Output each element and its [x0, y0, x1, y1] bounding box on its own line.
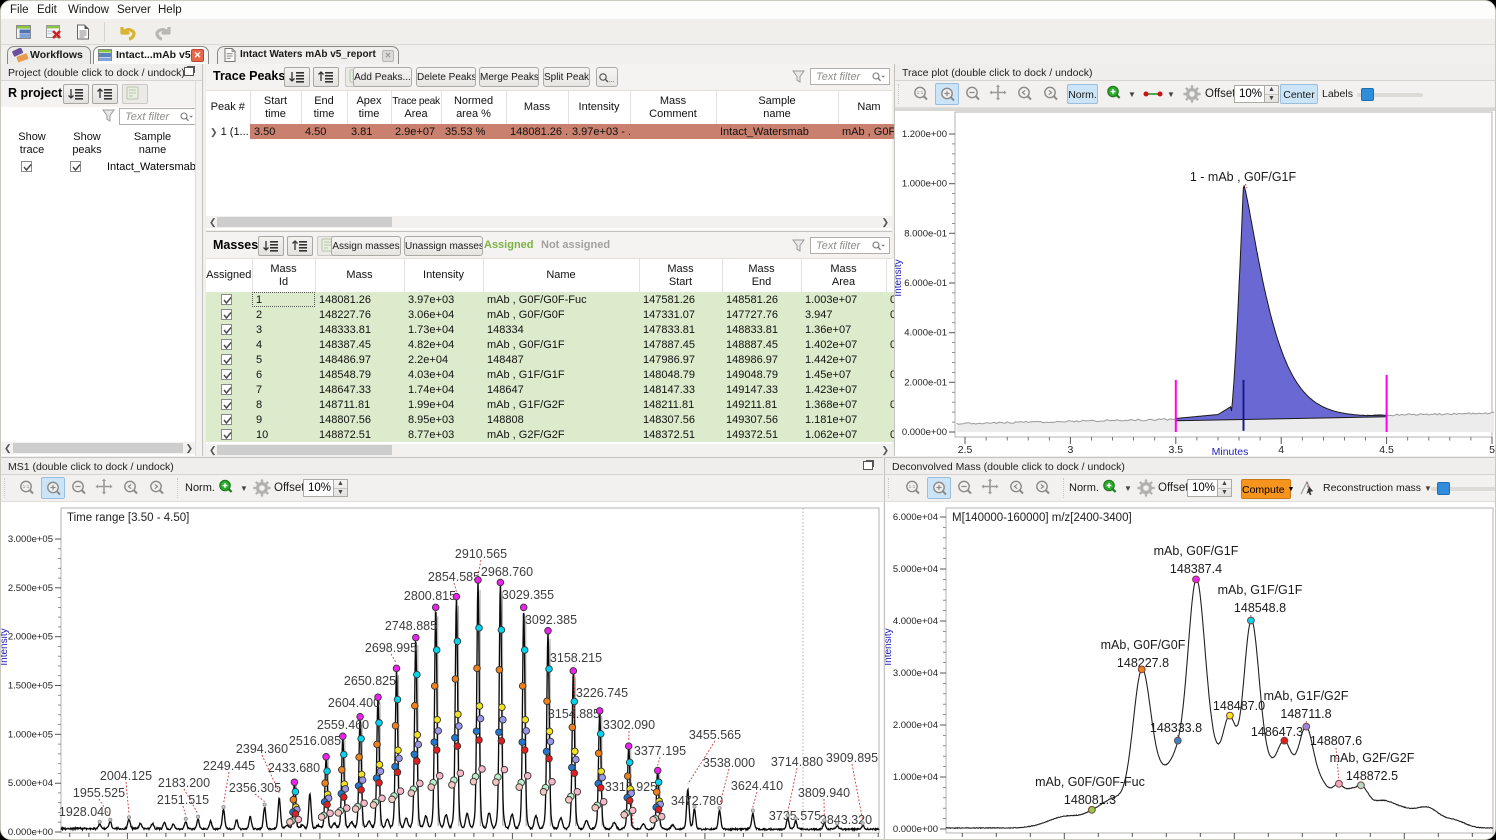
svg-text:2800.815: 2800.815 — [404, 589, 456, 603]
svg-text:2004.125: 2004.125 — [100, 769, 152, 783]
svg-text:5.000e+04: 5.000e+04 — [8, 778, 53, 789]
svg-text:3.000e+04: 3.000e+04 — [893, 668, 938, 679]
svg-text:M[140000-160000] m/z[2400-3400: M[140000-160000] m/z[2400-3400] — [952, 512, 1132, 524]
svg-text:1.000e+04: 1.000e+04 — [893, 772, 938, 783]
svg-text:148872.5: 148872.5 — [1346, 769, 1398, 783]
svg-text:3843.320: 3843.320 — [820, 813, 872, 827]
svg-text:148487.0: 148487.0 — [1213, 699, 1265, 713]
svg-text:148387.4: 148387.4 — [1170, 562, 1222, 576]
svg-text:3714.880: 3714.880 — [771, 755, 823, 769]
svg-text:2.5: 2.5 — [958, 444, 973, 456]
svg-text:148333.8: 148333.8 — [1150, 721, 1202, 735]
svg-text:mAb, G0F/G0F-Fuc: mAb, G0F/G0F-Fuc — [1035, 775, 1145, 789]
svg-text:4: 4 — [1278, 444, 1284, 456]
svg-text:2910.565: 2910.565 — [455, 547, 507, 561]
svg-text:1.500e+05: 1.500e+05 — [8, 681, 53, 692]
svg-text:2854.585: 2854.585 — [428, 570, 480, 584]
svg-text:2.000e+04: 2.000e+04 — [893, 720, 938, 731]
svg-text:mAb, G0F/G0F: mAb, G0F/G0F — [1101, 638, 1186, 652]
svg-text:2.000e+05: 2.000e+05 — [8, 632, 53, 643]
svg-text:3029.355: 3029.355 — [502, 588, 554, 602]
svg-text:1:1: 1:1 — [917, 90, 924, 96]
svg-text:6.000e-01: 6.000e-01 — [904, 278, 947, 289]
svg-text:3092.385: 3092.385 — [525, 613, 577, 627]
svg-text:2249.445: 2249.445 — [203, 759, 255, 773]
svg-text:4.000e-01: 4.000e-01 — [904, 328, 947, 339]
svg-text:1.000e+05: 1.000e+05 — [8, 729, 53, 740]
svg-text:148548.8: 148548.8 — [1234, 601, 1286, 615]
svg-text:1928.040: 1928.040 — [59, 805, 111, 819]
svg-text:6.000e+04: 6.000e+04 — [893, 512, 938, 523]
svg-text:mAb, G0F/G1F: mAb, G0F/G1F — [1154, 544, 1239, 558]
svg-text:2.000e-01: 2.000e-01 — [904, 377, 947, 388]
svg-text:2968.760: 2968.760 — [481, 565, 533, 579]
svg-text:Time range [3.50 - 4.50]: Time range [3.50 - 4.50] — [67, 512, 189, 524]
svg-text:2604.400: 2604.400 — [328, 696, 380, 710]
svg-text:4.000e+04: 4.000e+04 — [893, 616, 938, 627]
svg-text:1 - mAb , G0F/G1F: 1 - mAb , G0F/G1F — [1190, 170, 1297, 184]
svg-text:Intensity: Intensity — [895, 259, 904, 296]
svg-text:5.000e+04: 5.000e+04 — [893, 564, 938, 575]
svg-text:1955.525: 1955.525 — [73, 786, 125, 800]
svg-text:1:1: 1:1 — [909, 484, 916, 490]
svg-text:3538.000: 3538.000 — [703, 756, 755, 770]
svg-text:2.500e+05: 2.500e+05 — [8, 583, 53, 594]
svg-text:mAb, G2F/G2F: mAb, G2F/G2F — [1330, 751, 1415, 765]
svg-text:148807.6: 148807.6 — [1310, 734, 1362, 748]
svg-text:Intensity: Intensity — [1, 628, 10, 665]
svg-text:3809.940: 3809.940 — [798, 786, 850, 800]
svg-text:8.000e-01: 8.000e-01 — [904, 228, 947, 239]
svg-text:3.5: 3.5 — [1168, 444, 1183, 456]
svg-text:mAb, G1F/G1F: mAb, G1F/G1F — [1218, 583, 1303, 597]
svg-text:0.000e+00: 0.000e+00 — [902, 427, 947, 438]
svg-text:3455.565: 3455.565 — [689, 728, 741, 742]
svg-text:2748.885: 2748.885 — [385, 619, 437, 633]
svg-text:3154.885: 3154.885 — [548, 707, 600, 721]
svg-text:3: 3 — [1067, 444, 1073, 456]
svg-text:3226.745: 3226.745 — [576, 686, 628, 700]
svg-text:2356.305: 2356.305 — [229, 781, 281, 795]
svg-text:Intensity: Intensity — [885, 628, 894, 665]
svg-text:2394.360: 2394.360 — [236, 742, 288, 756]
svg-text:2433.680: 2433.680 — [268, 761, 320, 775]
svg-text:148647.3: 148647.3 — [1251, 725, 1303, 739]
svg-text:148711.8: 148711.8 — [1280, 707, 1331, 721]
svg-text:2183.200: 2183.200 — [158, 776, 210, 790]
svg-text:2559.460: 2559.460 — [317, 718, 369, 732]
svg-text:3472.780: 3472.780 — [671, 794, 723, 808]
svg-text:148081.3: 148081.3 — [1064, 793, 1116, 807]
svg-text:1:1: 1:1 — [23, 484, 30, 490]
svg-text:0.000e+00: 0.000e+00 — [8, 827, 53, 838]
svg-text:3302.090: 3302.090 — [603, 718, 655, 732]
svg-text:Minutes: Minutes — [1212, 446, 1249, 456]
svg-text:2516.085: 2516.085 — [289, 734, 341, 748]
svg-text:...: ... — [609, 77, 615, 84]
svg-text:5: 5 — [1489, 444, 1495, 456]
svg-text:3158.215: 3158.215 — [550, 651, 602, 665]
svg-text:3909.895: 3909.895 — [826, 751, 878, 765]
svg-text:mAb, G1F/G2F: mAb, G1F/G2F — [1264, 689, 1349, 703]
svg-text:148227.8: 148227.8 — [1117, 656, 1169, 670]
svg-text:3735.575: 3735.575 — [769, 809, 821, 823]
svg-text:1.200e+00: 1.200e+00 — [902, 129, 947, 140]
svg-text:2151.515: 2151.515 — [157, 793, 209, 807]
svg-text:3377.195: 3377.195 — [634, 744, 686, 758]
svg-text:1.000e+00: 1.000e+00 — [902, 179, 947, 190]
svg-text:4.5: 4.5 — [1379, 444, 1394, 456]
svg-text:3.000e+05: 3.000e+05 — [8, 534, 53, 545]
svg-text:3624.410: 3624.410 — [731, 779, 783, 793]
svg-text:2698.995: 2698.995 — [365, 641, 417, 655]
svg-text:0.000e+00: 0.000e+00 — [893, 824, 938, 835]
svg-text:2650.825: 2650.825 — [344, 674, 396, 688]
